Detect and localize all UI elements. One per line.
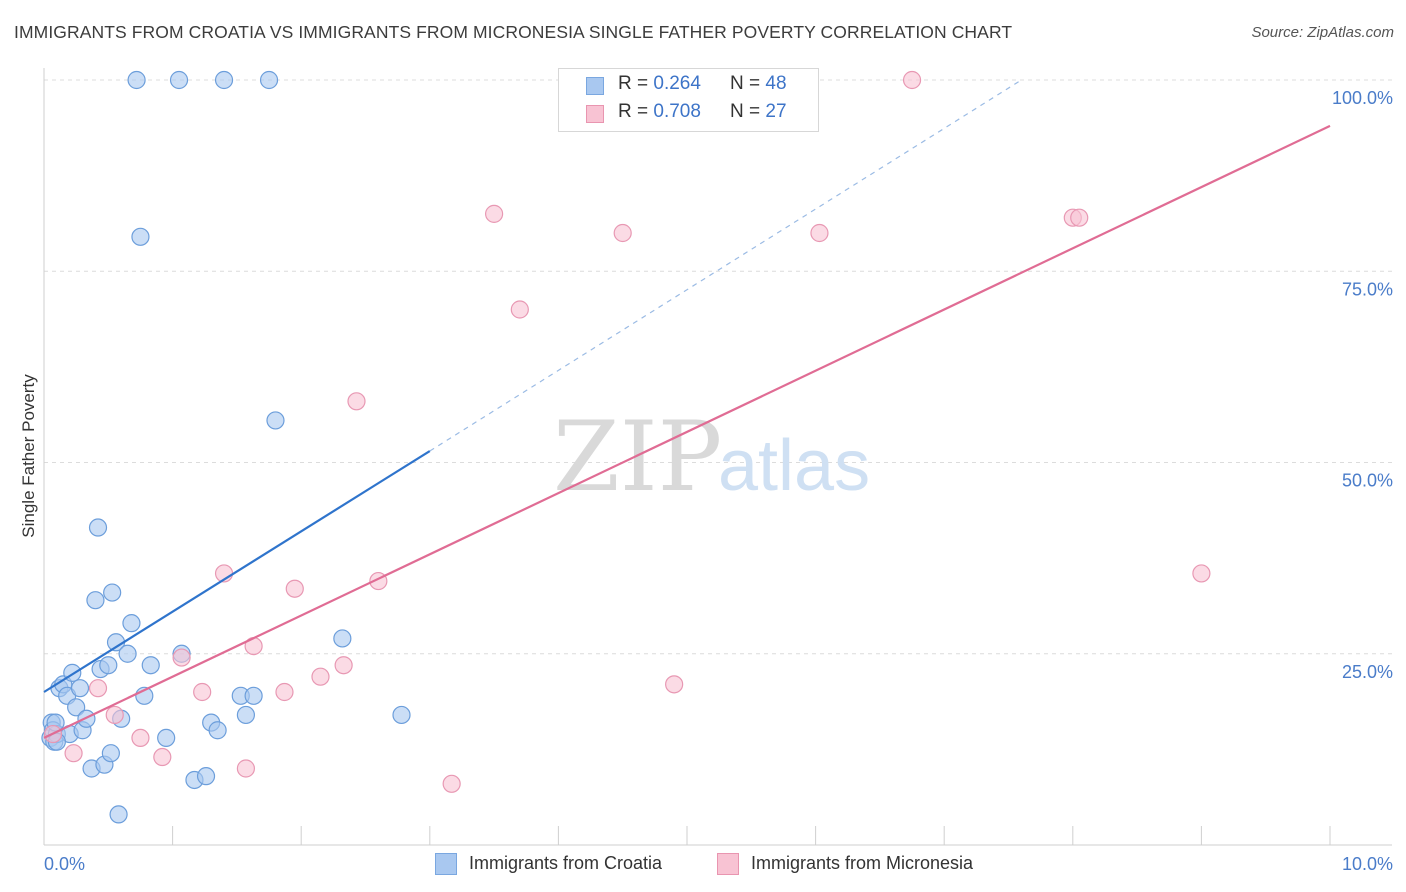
point-croatia	[333, 629, 352, 648]
point-micronesia	[172, 648, 191, 667]
point-croatia	[101, 744, 120, 763]
y-tick-label: 100.0%	[1332, 88, 1393, 108]
point-croatia	[86, 591, 105, 610]
axes	[43, 68, 1392, 846]
point-croatia	[244, 686, 263, 705]
y-tick-label: 50.0%	[1342, 471, 1393, 491]
point-micronesia	[193, 682, 212, 702]
point-croatia	[266, 411, 285, 430]
legend-swatch-croatia	[586, 77, 604, 95]
tick-labels: 25.0% 50.0% 75.0% 100.0% 0.0% 10.0%	[44, 88, 1393, 874]
point-croatia	[127, 70, 146, 90]
trend-line-micronesia	[43, 124, 1331, 739]
point-croatia	[196, 767, 216, 786]
legend-swatch-micronesia	[586, 105, 604, 123]
point-croatia	[141, 656, 160, 675]
legend-n-value: 48	[765, 73, 787, 94]
point-micronesia	[613, 223, 632, 243]
point-croatia	[392, 705, 411, 725]
point-croatia	[88, 518, 108, 537]
correlation-legend: R = 0.264 N = 48 R = 0.708 N = 27	[558, 68, 819, 132]
point-micronesia	[236, 759, 256, 778]
watermark-zip: ZIP	[553, 401, 722, 513]
point-micronesia	[311, 667, 330, 686]
watermark-atlas: atlas	[718, 426, 870, 506]
series-label-micronesia: Immigrants from Micronesia	[751, 853, 974, 873]
legend-n-label: N =	[730, 73, 766, 94]
trend-lines	[43, 79, 1331, 739]
point-micronesia	[902, 70, 922, 90]
legend-n-value: 27	[765, 101, 787, 122]
point-micronesia	[275, 682, 294, 702]
trend-line-croatia	[43, 450, 431, 693]
series-swatch-micronesia	[717, 853, 739, 875]
chart-title: IMMIGRANTS FROM CROATIA VS IMMIGRANTS FR…	[14, 22, 1013, 42]
point-micronesia	[131, 728, 150, 748]
y-tick-label: 25.0%	[1342, 662, 1393, 682]
point-croatia	[236, 705, 256, 725]
point-micronesia	[64, 744, 83, 763]
grid-lines	[44, 79, 1392, 655]
point-micronesia	[810, 223, 829, 243]
point-micronesia	[510, 300, 529, 319]
legend-n-label: N =	[730, 101, 766, 122]
point-micronesia	[665, 675, 684, 694]
point-croatia	[214, 70, 234, 90]
point-croatia	[122, 614, 141, 633]
point-croatia	[169, 70, 189, 90]
point-micronesia	[153, 747, 172, 767]
point-micronesia	[485, 204, 504, 223]
legend-r-value: 0.708	[653, 101, 701, 122]
trend-extension-croatia	[429, 79, 1022, 452]
point-micronesia	[1070, 208, 1089, 227]
point-croatia	[67, 698, 86, 717]
point-croatia	[259, 70, 279, 90]
point-croatia	[118, 644, 137, 663]
point-micronesia	[285, 579, 304, 598]
data-points	[41, 70, 1211, 824]
source-credit: Source: ZipAtlas.com	[1251, 24, 1394, 41]
point-croatia	[70, 679, 90, 698]
point-micronesia	[1192, 564, 1211, 583]
point-croatia	[103, 583, 122, 602]
point-croatia	[131, 227, 150, 246]
point-croatia	[157, 728, 176, 748]
point-micronesia	[105, 705, 124, 725]
legend-r-label: R =	[618, 73, 654, 94]
point-micronesia	[347, 392, 366, 411]
point-croatia	[109, 805, 128, 824]
x-tick-label: 10.0%	[1342, 854, 1393, 874]
series-swatch-croatia	[435, 853, 457, 875]
legend-r-label: R =	[618, 101, 654, 122]
point-croatia	[99, 656, 118, 675]
point-croatia	[208, 721, 227, 740]
watermark: ZIP atlas	[553, 401, 870, 513]
point-micronesia	[88, 679, 108, 698]
point-micronesia	[334, 656, 353, 675]
series-label-croatia: Immigrants from Croatia	[469, 853, 663, 873]
y-axis-label: Single Father Poverty	[19, 374, 38, 538]
x-tick-label: 0.0%	[44, 854, 85, 874]
point-micronesia	[442, 774, 461, 793]
y-tick-label: 75.0%	[1342, 279, 1393, 299]
legend-r-value: 0.264	[653, 73, 701, 94]
